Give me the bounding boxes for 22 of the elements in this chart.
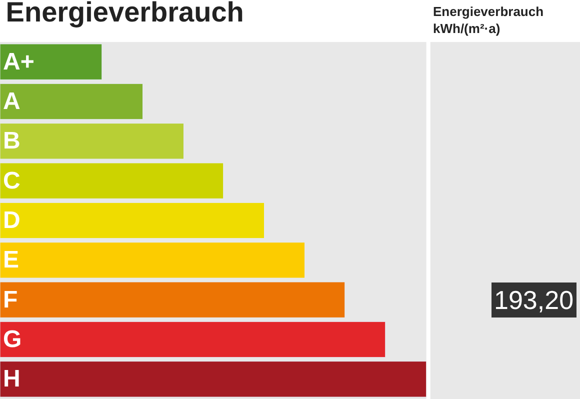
y-tick-label: B (3, 128, 20, 155)
bar (0, 83, 144, 120)
y-tick-label: E (3, 246, 20, 274)
bar (0, 162, 224, 199)
y-tick-label: D (3, 207, 20, 234)
y-tick-label: A (3, 88, 20, 115)
y-tick-label: H (3, 366, 20, 393)
y-tick-label: F (3, 286, 18, 314)
bar (0, 321, 386, 358)
bar (0, 202, 265, 239)
bar (0, 44, 102, 80)
bar (0, 123, 184, 160)
text: 193,20 (494, 285, 574, 315)
text: Energieverbrauch (433, 4, 544, 19)
bar (0, 242, 306, 278)
y-tick-label: A+ (3, 48, 34, 76)
text: kWh/(m²·a) (433, 20, 500, 36)
y-tick-label: G (3, 326, 22, 353)
bar (0, 282, 346, 318)
y-tick-label: C (3, 167, 20, 194)
chart-title: Energieverbrauch (6, 0, 244, 28)
bar (0, 361, 426, 398)
